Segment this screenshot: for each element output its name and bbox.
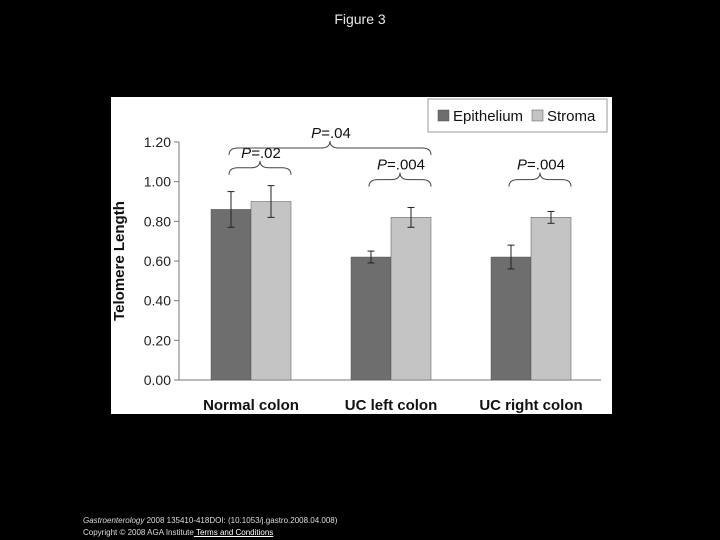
legend-box [427,98,608,133]
y-tick-label: 1.00 [144,174,171,190]
p-symbol: P [517,157,527,174]
copyright-line: Copyright © 2008 AGA Institute Terms and… [83,528,273,537]
significance-bracket [508,172,572,187]
bar-epithelium [210,209,252,381]
p-value: =.02 [251,145,281,162]
p-value-label: P=.004 [377,157,425,174]
legend-label-epithelium: Epithelium [453,108,523,125]
bar-epithelium [350,256,392,381]
x-tick-label: UC right colon [479,397,582,414]
citation-text: 2008 135410-418DOI: (10.1053/j.gastro.20… [144,516,338,525]
p-value-label: P=.04 [311,125,351,142]
terms-link[interactable]: Terms and Conditions [193,528,274,537]
p-symbol: P [241,145,251,162]
bar-stroma [390,217,432,381]
figure-title: Figure 3 [334,11,386,27]
significance-bracket [228,160,292,175]
bar-stroma [530,217,572,381]
p-value: =.04 [321,125,351,142]
journal-name: Gastroenterology [83,516,145,525]
legend-label-stroma: Stroma [547,108,596,125]
y-axis-title: Telomere Length [111,201,128,321]
y-tick-label: 1.20 [144,134,171,150]
p-value-label: P=.02 [241,145,281,162]
bar-stroma [250,201,292,381]
x-tick-label: Normal colon [203,397,299,414]
y-tick-label: 0.20 [144,332,171,348]
p-symbol: P [377,157,387,174]
p-value: =.004 [387,157,425,174]
chart-panel: 0.00 0.20 0.40 0.60 0.80 1.00 1.20 Telomere Len… [111,97,612,414]
bar-chart: 0.00 0.20 0.40 0.60 0.80 1.00 1.20 Telomere Len… [111,98,608,414]
p-value: =.004 [527,157,565,174]
legend-swatch-epithelium [437,109,450,122]
p-value-label: P=.004 [517,157,565,174]
bar-epithelium [490,256,532,381]
x-tick-label: UC left colon [345,397,438,414]
y-tick-label: 0.00 [144,372,171,388]
legend-swatch-stroma [531,109,544,122]
copyright-text: Copyright © 2008 AGA Institute [83,528,194,537]
y-tick-label: 0.80 [144,213,171,229]
y-tick-label: 0.60 [144,253,171,269]
y-tick-label: 0.40 [144,293,171,309]
p-symbol: P [311,125,321,142]
citation-line: Gastroenterology 2008 135410-418DOI: (10… [83,516,337,525]
significance-bracket [368,172,432,187]
